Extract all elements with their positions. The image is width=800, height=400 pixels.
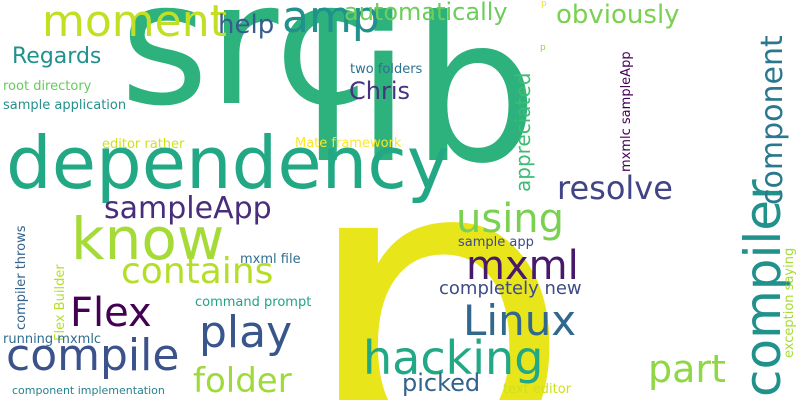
word-picked: picked: [402, 369, 481, 397]
word-part: part: [648, 347, 726, 391]
word-contains: contains: [121, 251, 274, 292]
word-two-folders: two folders: [350, 62, 423, 77]
word-automatically: automatically: [344, 0, 508, 26]
word-exception-saying: exception saying: [782, 247, 797, 358]
word-compile: compile: [6, 330, 180, 381]
word-flex-builder: Flex Builder: [53, 264, 68, 341]
word-appreciated: appreciated: [511, 72, 535, 192]
word-src: src: [120, 0, 369, 144]
word-component-implementation: component implementation: [12, 384, 165, 397]
word-using: using: [456, 196, 565, 242]
word-p-large: p: [300, 65, 573, 400]
word-compiler-throws: compiler throws: [14, 225, 29, 330]
word-mxmlc-sampleapp: mxmlc sampleApp: [619, 51, 634, 172]
word-p-tiny-green: p: [540, 43, 546, 53]
word-moment: moment: [42, 0, 227, 47]
word-chris: Chris: [349, 77, 411, 105]
word-p-tiny-yellow: p: [541, 0, 547, 9]
word-resolve: resolve: [557, 169, 673, 207]
word-know: know: [71, 205, 225, 273]
word-lib: lib: [300, 0, 539, 208]
word-running-mxmlc: running mxmlc: [3, 332, 102, 347]
word-editor-rather: editor rather: [102, 137, 185, 152]
word-flex: Flex: [70, 290, 152, 336]
word-mate-framework: Mate framework: [295, 136, 402, 151]
word-component: component: [755, 35, 790, 205]
word-text-editor: text editor: [503, 382, 572, 397]
word-sampleapp: sampleApp: [104, 191, 272, 226]
word-play: play: [199, 307, 293, 358]
word-hacking: hacking: [363, 331, 544, 385]
word-compiler: compiler: [734, 179, 792, 397]
word-amp: amp: [282, 0, 380, 43]
word-mxml-file: mxml file: [240, 252, 301, 267]
word-root-directory: root directory: [3, 79, 92, 94]
word-regards: Regards: [12, 44, 102, 69]
word-linux: Linux: [463, 296, 577, 345]
word-sample-app: sample app: [458, 235, 534, 250]
word-command-prompt: command prompt: [195, 295, 312, 310]
word-help: help: [218, 10, 275, 40]
word-folder: folder: [193, 361, 292, 400]
word-mxml: mxml: [466, 243, 579, 289]
word-sample-application: sample application: [3, 98, 127, 113]
word-obviously: obviously: [556, 0, 680, 30]
word-completely-new: completely new: [439, 278, 582, 299]
word-dependency: dependency: [6, 121, 450, 205]
